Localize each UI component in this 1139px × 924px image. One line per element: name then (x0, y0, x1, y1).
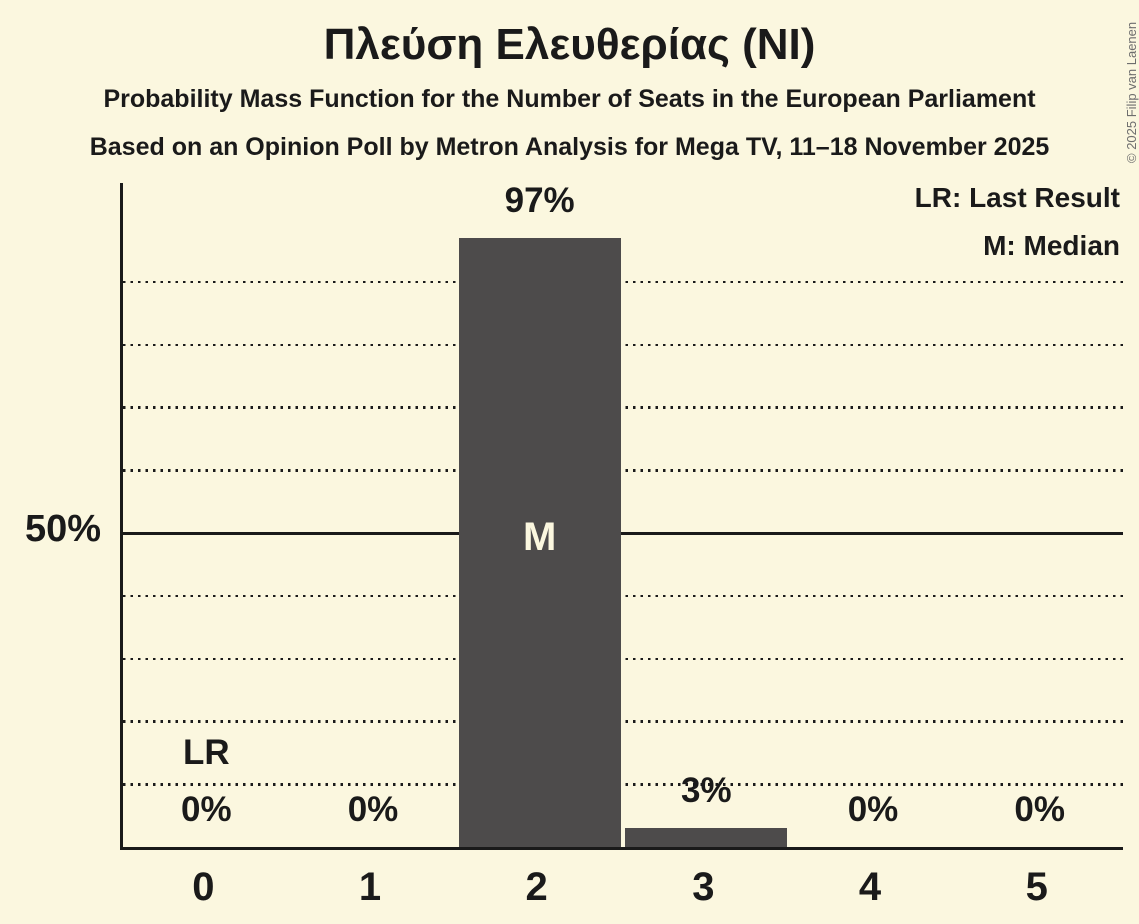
gridline-70pct (123, 406, 1123, 409)
gridline-30pct (123, 657, 1123, 661)
legend-median: M: Median (983, 230, 1120, 261)
x-tick-label-0: 0 (192, 865, 215, 909)
y-axis-label-50: 50% (24, 508, 101, 550)
bar-value-label-0: 0% (181, 790, 232, 829)
legend-last-result: LR: Last Result (914, 182, 1120, 213)
gridline-80pct (123, 343, 1123, 347)
bar-value-label-3: 3% (681, 771, 732, 811)
last-result-marker: LR (183, 733, 230, 772)
gridline-40pct (123, 594, 1123, 598)
gridline-10pct (123, 783, 1123, 786)
bar-value-label-2: 97% (504, 180, 575, 220)
x-tick-label-1: 1 (358, 865, 382, 909)
x-tick-label-2: 2 (525, 865, 548, 909)
gridline-20pct (123, 720, 1123, 723)
x-tick-label-5: 5 (1025, 865, 1048, 909)
plot-area: 0% 0% 97% 3% 0% 0% LR M (120, 180, 1123, 850)
x-axis-tick-labels: 0 1 2 3 4 5 (120, 865, 1120, 909)
bar-value-label-5: 0% (1014, 790, 1065, 829)
chart-title: Πλεύση Ελευθερίας (NI) (323, 20, 816, 69)
gridline-90pct (123, 280, 1123, 284)
bar-value-label-4: 0% (847, 790, 899, 829)
bar-value-label-1: 0% (347, 790, 399, 829)
gridline-60pct (123, 469, 1123, 472)
x-tick-label-3: 3 (692, 865, 715, 909)
median-marker: M (522, 515, 557, 559)
chart-subtitle-line2: Based on an Opinion Poll by Metron Analy… (89, 133, 1050, 161)
x-tick-label-4: 4 (858, 865, 882, 909)
bar-seats-2 (458, 237, 621, 847)
gridline-50pct-solid (123, 532, 1123, 535)
chart-subtitle-line1: Probability Mass Function for the Number… (103, 85, 1036, 113)
bar-seats-3 (625, 828, 788, 847)
